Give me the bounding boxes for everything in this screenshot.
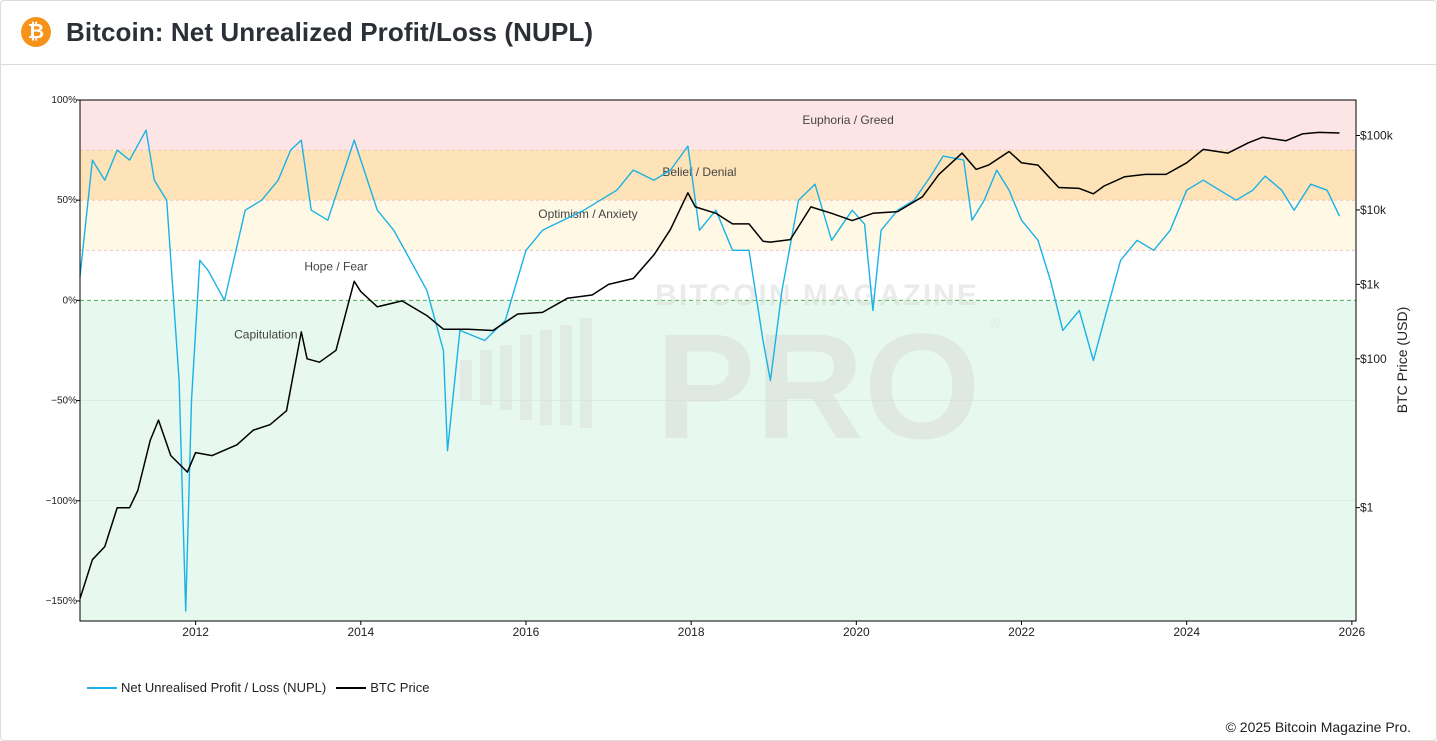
zone-band [80, 300, 1356, 621]
y-right-tick-label: $1 [1360, 501, 1374, 515]
watermark-line2: PRO [655, 302, 980, 470]
x-tick-label: 2016 [513, 625, 540, 639]
page-title: Bitcoin: Net Unrealized Profit/Loss (NUP… [66, 17, 594, 47]
watermark-bars-icon [460, 318, 592, 428]
plot-frame [79, 99, 1357, 622]
x-tick-label: 2022 [1008, 625, 1035, 639]
sentiment-zones [80, 100, 1356, 621]
x-tick-label: 2012 [182, 625, 209, 639]
zone-band [80, 100, 1356, 151]
legend-swatch-btc-price [336, 686, 367, 689]
y-left-tick-label: −100% [46, 496, 78, 507]
y-left-tick-label: −50% [51, 396, 77, 407]
axes: 100% 50% 0% −50% −100% −150% $100k $10k $1k $100 $… [46, 95, 1394, 639]
legend-swatch-nupl [87, 686, 117, 689]
x-tick-label: 2020 [843, 625, 870, 639]
zone-label: Belief / Denial [662, 165, 736, 179]
chart-legend: Net Unrealised Profit / Loss (NUPL) BTC … [87, 680, 439, 695]
watermark: BITCOIN MAGAZINE PRO ® [460, 279, 1001, 470]
x-tick-label: 2026 [1339, 625, 1366, 639]
y-right-tick-label: $10k [1360, 203, 1387, 217]
x-tick-label: 2014 [347, 625, 374, 639]
btc-price-line [79, 131, 1340, 599]
zone-band [80, 250, 1356, 301]
watermark-line1: BITCOIN MAGAZINE [655, 279, 979, 312]
right-axis-title: BTC Price (USD) [1394, 307, 1410, 414]
zone-label: Hope / Fear [304, 259, 367, 273]
x-tick-label: 2024 [1173, 625, 1200, 639]
y-left-tick-label: −150% [46, 596, 78, 607]
x-tick-label: 2018 [678, 625, 705, 639]
y-right-tick-label: $1k [1360, 277, 1380, 291]
legend-label-nupl: Net Unrealised Profit / Loss (NUPL) [121, 680, 327, 695]
chart-header: ₿ Bitcoin: Net Unrealized Profit/Loss (N… [0, 0, 1437, 65]
y-left-tick-label: 50% [57, 195, 77, 206]
bitcoin-logo-icon: ₿ [21, 17, 51, 47]
y-right-tick-label: $100k [1360, 129, 1394, 143]
data-series [79, 129, 1341, 612]
zone-label: Euphoria / Greed [802, 113, 893, 127]
legend-label-btc-price: BTC Price [370, 680, 430, 695]
zone-label: Capitulation [234, 327, 297, 341]
watermark-registered-mark: ® [990, 315, 1001, 331]
nupl-line [79, 129, 1341, 612]
y-left-tick-label: 0% [63, 295, 78, 306]
legend-item-btc-price[interactable]: BTC Price [336, 680, 429, 695]
legend-item-nupl[interactable]: Net Unrealised Profit / Loss (NUPL) [87, 680, 326, 695]
y-right-tick-label: $100 [1360, 352, 1387, 366]
zone-labels: Euphoria / Greed Belief / Denial Optimism … [234, 113, 894, 341]
copyright-footer: © 2025 Bitcoin Magazine Pro. [1225, 719, 1411, 735]
zone-label: Optimism / Anxiety [538, 207, 637, 221]
y-left-tick-label: 100% [51, 95, 77, 106]
zone-band [80, 200, 1356, 251]
